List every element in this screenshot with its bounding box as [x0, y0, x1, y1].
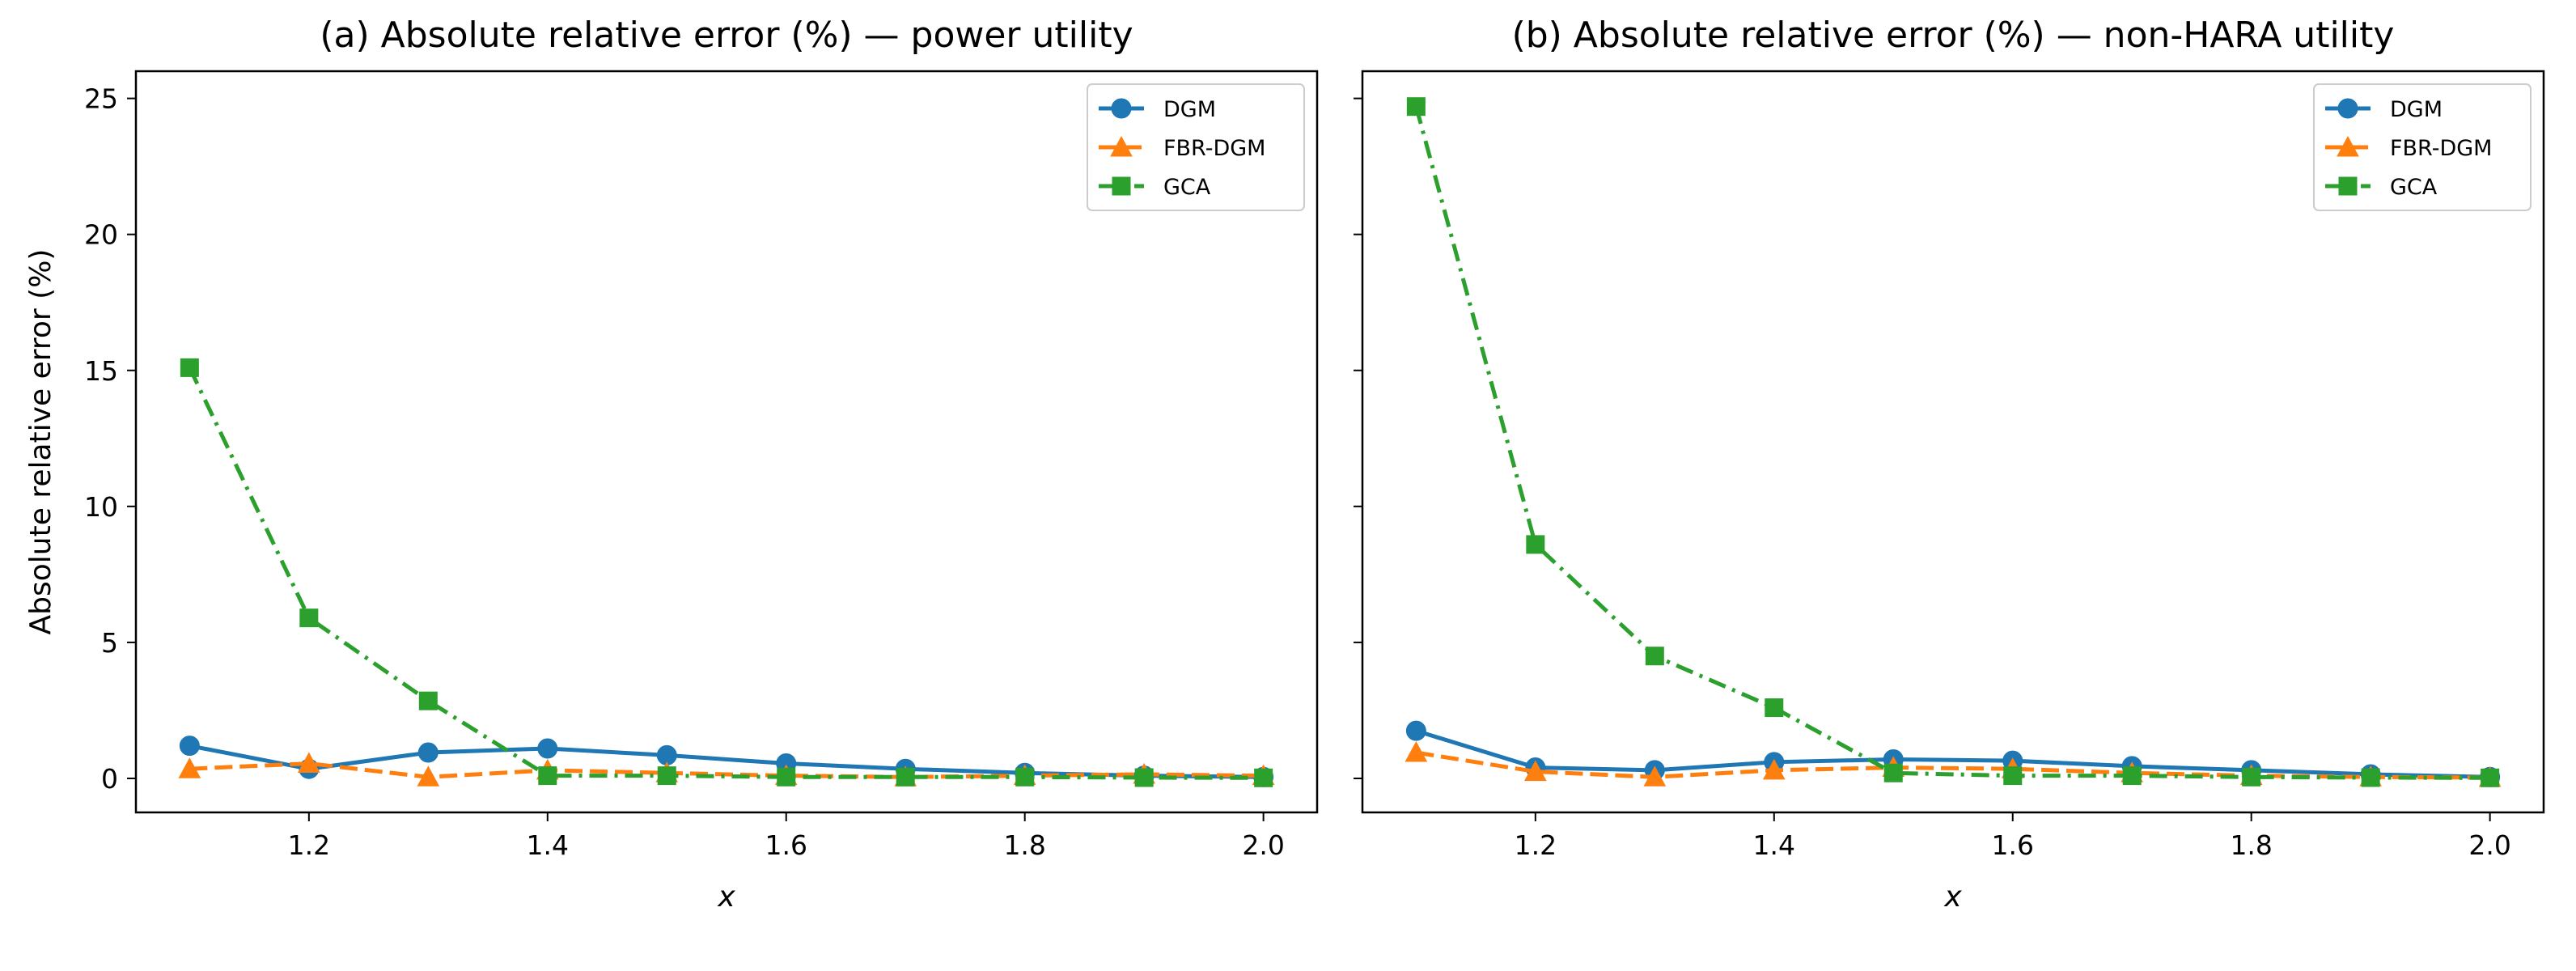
panel-a-y-tick-label: 15 — [84, 355, 118, 387]
panel-b-legend-dgm-marker — [2337, 98, 2358, 119]
panel-b-series-gca-point — [1406, 97, 1426, 117]
panel-a-legend-box — [1087, 83, 1305, 211]
panel-b-legend-box — [2313, 83, 2532, 211]
panel-b-legend-fbr-dgm-marker — [2337, 135, 2359, 157]
panel-a-series-fbr-dgm-point — [417, 765, 440, 787]
panel-a-x-tick-label: 1.6 — [765, 829, 807, 861]
panel-b-series-gca-point — [1765, 698, 1784, 718]
panel-b-series-fbr-dgm-line — [1415, 750, 2490, 780]
panel-a-y-tick-label: 5 — [101, 627, 118, 659]
panel-a-y-tick-label: 0 — [101, 763, 118, 795]
panel-a-series-gca-point — [1015, 767, 1035, 787]
panel-a-series-dgm-line — [189, 744, 1264, 779]
panel-a-x-tick-label: 1.8 — [1003, 829, 1045, 861]
panel-a-legend-fbr-dgm-label: FBR-DGM — [1163, 136, 1265, 161]
panel-a-plot-frame — [134, 70, 1319, 814]
panel-b-x-tick-label: 2.0 — [2468, 829, 2510, 861]
panel-b-series-gca-point — [2003, 766, 2023, 786]
panel-b-series-dgm-line — [1415, 728, 2490, 779]
panel-b-series-gca-point — [2481, 768, 2500, 787]
panel-b-series-gca-point — [2122, 766, 2142, 786]
panel-a-series-gca-point — [657, 766, 676, 786]
panel-a-series-gca-point — [299, 608, 319, 628]
panel-b-x-tick-label: 1.4 — [1753, 829, 1795, 861]
panel-a-series-gca-point — [418, 691, 438, 710]
panel-a-legend-dgm-label: DGM — [1163, 97, 1216, 122]
panel-a-y-tick-label: 20 — [84, 219, 118, 251]
panel-b-series-fbr-dgm-point — [1523, 760, 1547, 782]
panel-a-series-gca-point — [777, 767, 796, 787]
panel-b-title: (b) Absolute relative error (%) — non-HA… — [1512, 15, 2395, 56]
panel-a-series-fbr-dgm-point — [178, 757, 201, 778]
panel-b-legend-gca-marker — [2338, 176, 2358, 196]
panel-a-y-tick-label: 25 — [84, 83, 118, 115]
panel-a-legend-dgm-marker — [1111, 98, 1132, 119]
panel-a-series-dgm-point — [179, 736, 200, 757]
panel-a-y-tick-label: 10 — [84, 491, 118, 523]
panel-b-x-axis-label: x — [1943, 880, 1962, 914]
panel-a-series-gca-point — [1254, 768, 1273, 787]
panel-a-series-gca-point — [1134, 768, 1154, 787]
panel-b-series-gca-point — [1526, 535, 1545, 554]
panel-a-legend-fbr-dgm-marker — [1110, 135, 1133, 157]
panel-a: (a) Absolute relative error (%) — power … — [24, 15, 1319, 914]
panel-b-x-tick-label: 1.8 — [2230, 829, 2272, 861]
panel-a-series-gca-point — [180, 358, 199, 377]
panel-b: (b) Absolute relative error (%) — non-HA… — [1354, 15, 2545, 914]
panel-a-legend-gca-marker — [1112, 176, 1131, 196]
panel-a-x-tick-label: 1.2 — [288, 829, 330, 861]
panel-a-series-gca-point — [896, 767, 915, 787]
panel-b-series-fbr-dgm-point — [1405, 740, 1428, 762]
panel-b-series-dgm-point — [1405, 720, 1426, 741]
panel-b-series-gca-point — [2242, 767, 2261, 787]
panel-b-series-gca-line — [1413, 106, 2490, 780]
panel-a-legend-gca-label: GCA — [1163, 175, 1211, 200]
panel-b-series-gca-point — [1883, 763, 1903, 782]
panel-b-plot-frame — [1361, 70, 2545, 814]
panel-a-x-tick-label: 1.4 — [527, 829, 569, 861]
panel-a-series-fbr-dgm-line — [189, 761, 1264, 779]
panel-b-series-gca-point — [2361, 768, 2380, 787]
panel-a-series-gca-point — [538, 766, 557, 786]
panel-a-series-fbr-dgm-point — [297, 752, 320, 773]
panel-b-x-tick-label: 1.2 — [1515, 829, 1557, 861]
panel-a-y-axis-label: Absolute relative error (%) — [24, 249, 57, 635]
panel-b-legend-dgm-label: DGM — [2390, 97, 2443, 122]
panel-a-x-tick-label: 2.0 — [1242, 829, 1284, 861]
panel-a-title: (a) Absolute relative error (%) — power … — [320, 15, 1133, 56]
panel-a-series-dgm-point — [417, 742, 439, 763]
panel-b-legend-fbr-dgm-label: FBR-DGM — [2390, 136, 2492, 161]
panel-a-series-dgm-point — [537, 738, 558, 759]
panel-b-legend-gca-label: GCA — [2390, 175, 2438, 200]
panel-b-series-fbr-dgm-point — [1762, 758, 1786, 780]
panel-b-series-fbr-dgm-point — [1643, 765, 1667, 787]
panel-a-x-axis-label: x — [717, 880, 735, 914]
panel-b-series-gca-point — [1645, 647, 1664, 666]
panel-b-x-tick-label: 1.6 — [1991, 829, 2033, 861]
